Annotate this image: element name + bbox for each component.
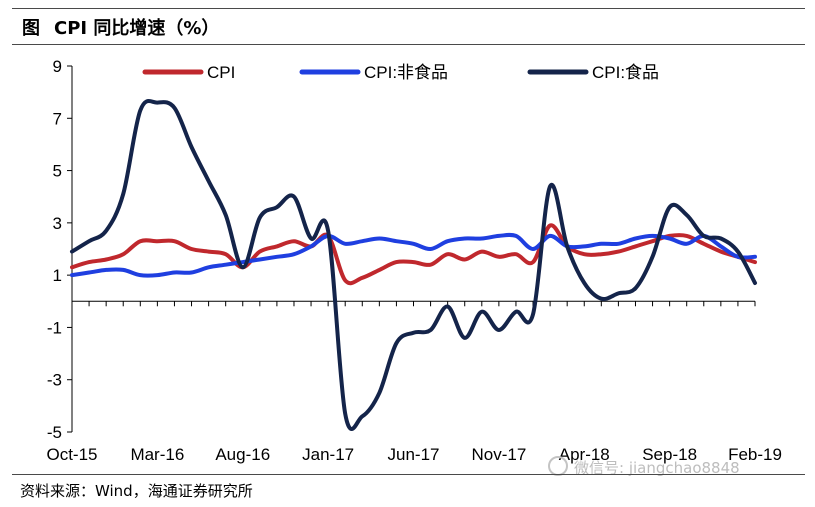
x-tick-label: Jun-17 — [388, 445, 440, 464]
title-rule — [12, 44, 805, 45]
legend-cpi-food-label: CPI:食品 — [592, 63, 659, 82]
legend-cpi-label: CPI — [207, 63, 235, 82]
legend-cpi-nonfood-label: CPI:非食品 — [364, 63, 448, 82]
series-cpi-line — [70, 223, 757, 286]
x-tick-label: Sep-18 — [642, 445, 697, 464]
figure-label: 图 — [22, 18, 40, 39]
wechat-icon — [548, 456, 568, 476]
x-tick-label: Aug-16 — [215, 445, 270, 464]
x-tick-label: Jan-17 — [302, 445, 354, 464]
x-tick-label: Oct-15 — [46, 445, 97, 464]
cpi-chart: 9 7 5 3 1 -1 -3 -5 Oct-15 Mar-16 Aug-16 Jan-17 Jun-1… — [46, 57, 781, 464]
y-tick-label: 3 — [53, 214, 62, 233]
watermark: 微信号: jiangchao8848 — [548, 456, 740, 478]
x-tick-label: Mar-16 — [130, 445, 184, 464]
series-cpi-food-line — [70, 98, 757, 432]
chart-title-text: CPI 同比增速（%） — [54, 18, 220, 39]
y-tick-label: 9 — [53, 57, 62, 76]
bottom-rule — [12, 474, 805, 475]
legend: CPI CPI:非食品 CPI:食品 — [142, 63, 659, 82]
axes: 9 7 5 3 1 -1 -3 -5 Oct-15 Mar-16 Aug-16 Jan-17 Jun-1… — [46, 57, 781, 464]
y-tick-label: -5 — [47, 423, 62, 442]
watermark-text: 微信号: jiangchao8848 — [574, 459, 740, 477]
chart-title: 图 CPI 同比增速（%） — [22, 14, 219, 40]
y-tick-label: -3 — [47, 371, 62, 390]
y-tick-label: 7 — [53, 109, 62, 128]
top-rule — [12, 8, 805, 9]
series-layer — [70, 98, 757, 432]
source-note: 资料来源：Wind，海通证券研究所 — [20, 482, 253, 500]
y-tick-label: 5 — [53, 162, 62, 181]
y-tick-label: -1 — [47, 318, 62, 337]
x-tick-label: Feb-19 — [728, 445, 782, 464]
series-cpi-nonfood-line — [70, 232, 757, 278]
y-tick-label: 1 — [53, 266, 62, 285]
x-tick-label: Apr-18 — [559, 445, 610, 464]
x-tick-label: Nov-17 — [471, 445, 526, 464]
